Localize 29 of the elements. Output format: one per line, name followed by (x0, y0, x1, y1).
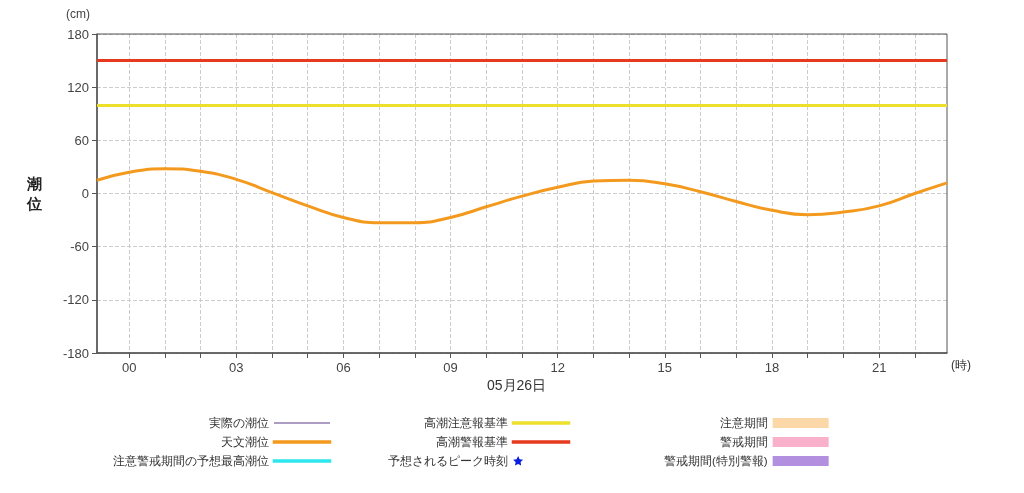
legend-label: 注意期間 (719, 416, 768, 429)
text: (cm) (66, 7, 90, 21)
y-axis-title: 潮位 (26, 175, 42, 212)
x-tick-label: 15 (657, 360, 673, 375)
legend-label: 注意警戒期間の予想最高潮位 (113, 454, 269, 467)
y-tick-label: 120 (67, 79, 89, 95)
y-tick-label: -180 (62, 345, 89, 361)
x-tick-label: 09 (443, 360, 458, 375)
x-tick-label: 06 (336, 360, 351, 375)
text: 05月26日 (487, 377, 547, 393)
y-tick-label: -120 (62, 292, 89, 308)
line-series (95, 167, 949, 225)
x-tick-label: 00 (121, 360, 137, 375)
legend-label: 予想されるピーク時刻 (388, 454, 508, 467)
y-tick-label: 60 (74, 132, 89, 148)
legend-label: 実際の潮位 (209, 416, 269, 429)
y-tick-label: 0 (81, 186, 89, 201)
y-tick-label: 180 (67, 26, 89, 42)
x-tick-label: 12 (550, 360, 565, 375)
y-tick-label: -60 (70, 239, 89, 255)
x-tick-label: 03 (229, 360, 244, 375)
legend-label: 高潮注意報基準 (424, 416, 508, 429)
legend-label: 警戒期間(特別警報) (663, 455, 768, 467)
x-axis-title: (時) (951, 358, 971, 372)
legend-label: 天文潮位 (221, 435, 269, 448)
x-tick-label: 21 (871, 360, 887, 375)
legend-label: 高潮警報基準 (436, 435, 508, 448)
x-tick-label: 18 (764, 360, 780, 375)
legend-label: 警戒期間 (719, 436, 768, 448)
